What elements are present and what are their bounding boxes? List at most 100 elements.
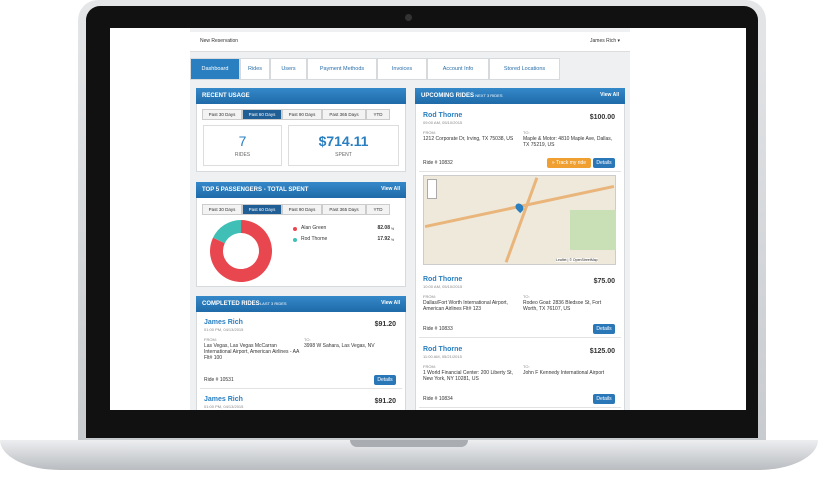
ride-time: 10:00 AM, 05/10/2015 [423, 284, 463, 289]
legend-unit: % [391, 238, 395, 242]
nav-tab[interactable]: Stored Locations [489, 58, 560, 80]
ride-price: $91.20 [374, 321, 396, 328]
passenger-name[interactable]: James Rich [204, 319, 243, 326]
view-all-link[interactable]: View All [600, 92, 619, 98]
top-bar [190, 32, 630, 52]
legend-swatch [293, 238, 297, 242]
panel-header [196, 88, 406, 104]
to-label: TO: [304, 337, 311, 342]
from-label: FROM: [423, 294, 436, 299]
legend-name: Alan Green [301, 225, 327, 231]
from-label: FROM: [423, 130, 436, 135]
panel-header [196, 182, 406, 198]
filter-button[interactable]: Past 30 Days [202, 109, 242, 120]
zoom-control [427, 179, 437, 199]
ride-card [200, 392, 402, 410]
passenger-name[interactable]: Rod Thorne [423, 346, 463, 353]
rides-count: 7 [238, 133, 247, 149]
ride-price: $91.20 [374, 398, 396, 405]
to-address: 3998 W Sahara, Las Vegas, NV [304, 343, 375, 349]
ride-card [419, 342, 621, 408]
panel-title: COMPLETED RIDES [202, 301, 260, 307]
legend-percent: 82.08 [377, 225, 390, 231]
from-address: 1 World Financial Center: 200 Liberty St… [423, 370, 513, 382]
to-label: TO: [523, 294, 530, 299]
user-menu[interactable]: James Rich ▾ [590, 38, 621, 44]
ride-time: 11:00 AM, 05/21/2015 [423, 354, 462, 359]
from-address: Dallas/Fort Worth International Airport,… [423, 300, 508, 312]
spent-amount: $714.11 [318, 133, 369, 149]
filter-button[interactable]: YTD [366, 204, 390, 215]
map-park [570, 210, 616, 250]
filter-button[interactable]: Past 365 Days [322, 109, 366, 120]
panel-title: UPCOMING RIDES [421, 93, 475, 99]
ride-price: $125.00 [589, 348, 615, 355]
passenger-name[interactable]: Rod Thorne [423, 276, 463, 283]
from-label: FROM: [423, 364, 436, 369]
view-all-link[interactable]: View All [381, 186, 400, 192]
new-reservation-link[interactable]: New Reservation [200, 38, 239, 44]
nav-tab[interactable]: Rides [240, 58, 270, 80]
panel-header [196, 296, 406, 312]
legend-unit: % [391, 227, 395, 231]
nav-tab[interactable]: Payment Methods [307, 58, 377, 80]
spent-label: SPENT [335, 152, 352, 158]
camera [405, 14, 412, 21]
stat-box [288, 125, 399, 166]
details-button[interactable]: Details [593, 324, 615, 334]
details-button[interactable]: Details [374, 375, 396, 385]
filter-button[interactable]: Past 90 Days [282, 109, 322, 120]
ride-number: Ride # 10833 [423, 326, 453, 332]
ride-price: $100.00 [589, 114, 615, 121]
details-button[interactable]: Details [593, 158, 615, 168]
filter-button[interactable]: Past 30 Days [202, 204, 242, 215]
legend-percent: 17.92 [377, 236, 390, 242]
passenger-name[interactable]: James Rich [204, 396, 243, 403]
to-label: TO: [523, 364, 530, 369]
filter-button[interactable]: Past 60 Days [242, 204, 282, 215]
track-button[interactable]: » Track my ride [547, 158, 591, 168]
to-address: Rodeo Goat: 2836 Bledsoe St, Fort Worth,… [523, 300, 602, 312]
legend-name: Rod Thorne [301, 236, 328, 242]
to-address: Maple & Motor: 4810 Maple Ave, Dallas, T… [523, 136, 613, 148]
ride-number: Ride # 10834 [423, 396, 453, 402]
panel-header [415, 88, 625, 104]
from-address: Las Vegas, Las Vegas McCarran Internatio… [204, 343, 300, 361]
ride-card [200, 315, 402, 389]
filter-button[interactable]: Past 60 Days [242, 109, 282, 120]
screen: New Reservation James Rich ▾ Dashboard Ride… [110, 28, 746, 410]
passenger-name[interactable]: Rod Thorne [423, 112, 463, 119]
panel-subtitle: - NEXT 3 RIDES [472, 93, 503, 98]
legend-swatch [293, 227, 297, 231]
panel-subtitle: - LAST 3 RIDES [257, 301, 287, 306]
to-label: TO: [523, 130, 530, 135]
donut-segment [213, 220, 242, 244]
ride-time: 01:00 PM, 04/13/2015 [204, 404, 244, 409]
filter-button[interactable]: YTD [366, 109, 390, 120]
nav-tab[interactable]: Dashboard [190, 58, 240, 80]
donut-chart [210, 220, 272, 282]
ride-price: $75.00 [593, 278, 615, 285]
view-all-link[interactable]: View All [381, 300, 400, 306]
stat-box [203, 125, 282, 166]
to-address: John F Kennedy International Airport [523, 370, 605, 376]
from-label: FROM: [204, 337, 217, 342]
nav-tab[interactable]: Users [270, 58, 307, 80]
filter-button[interactable]: Past 365 Days [322, 204, 366, 215]
donut-segment [210, 220, 272, 282]
ride-time: 09:00 AM, 05/10/2015 [423, 120, 463, 125]
panel-title: RECENT USAGE [202, 93, 250, 99]
base-notch [350, 440, 468, 447]
nav-tab[interactable]: Invoices [377, 58, 427, 80]
ride-card [419, 272, 621, 338]
ride-time: 01:00 PM, 04/13/2015 [204, 327, 244, 332]
nav-tab[interactable]: Account Info [427, 58, 489, 80]
from-address: 1212 Corporate Dr, Irving, TX 75038, US [423, 136, 514, 142]
filter-button[interactable]: Past 90 Days [282, 204, 322, 215]
panel-title: TOP 5 PASSENGERS - TOTAL SPENT [202, 187, 309, 193]
map-attribution: Leaflet | © OpenStreetMap [556, 258, 598, 263]
ride-number: Ride # 10832 [423, 160, 453, 166]
ride-number: Ride # 10531 [204, 377, 234, 383]
details-button[interactable]: Details [593, 394, 615, 404]
